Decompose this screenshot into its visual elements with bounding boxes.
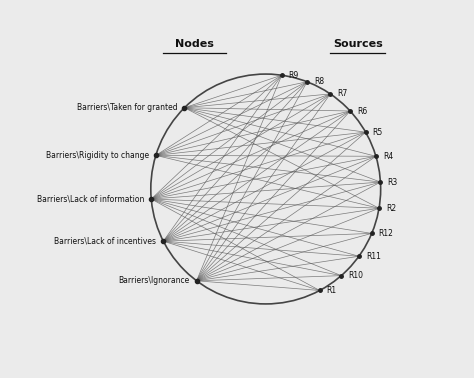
Text: R6: R6 (357, 107, 367, 116)
Text: Barriers\Lack of information: Barriers\Lack of information (37, 195, 145, 203)
Text: R12: R12 (379, 229, 393, 238)
Text: Nodes: Nodes (175, 39, 214, 49)
Text: R9: R9 (289, 71, 299, 80)
Text: Barriers\Rigidity to change: Barriers\Rigidity to change (46, 151, 149, 160)
Text: Barriers\Taken for granted: Barriers\Taken for granted (77, 103, 178, 112)
Text: R10: R10 (348, 271, 363, 280)
Text: Barriers\Lack of incentives: Barriers\Lack of incentives (55, 237, 156, 246)
Text: Sources: Sources (333, 39, 383, 49)
Text: R2: R2 (386, 204, 396, 213)
Text: R8: R8 (314, 77, 324, 86)
Text: R7: R7 (337, 90, 347, 98)
Text: R1: R1 (327, 286, 337, 295)
Text: R5: R5 (373, 128, 383, 137)
Text: Barriers\Ignorance: Barriers\Ignorance (118, 276, 190, 285)
Text: R3: R3 (387, 178, 398, 187)
Text: R4: R4 (383, 152, 393, 161)
Text: R11: R11 (366, 252, 381, 261)
